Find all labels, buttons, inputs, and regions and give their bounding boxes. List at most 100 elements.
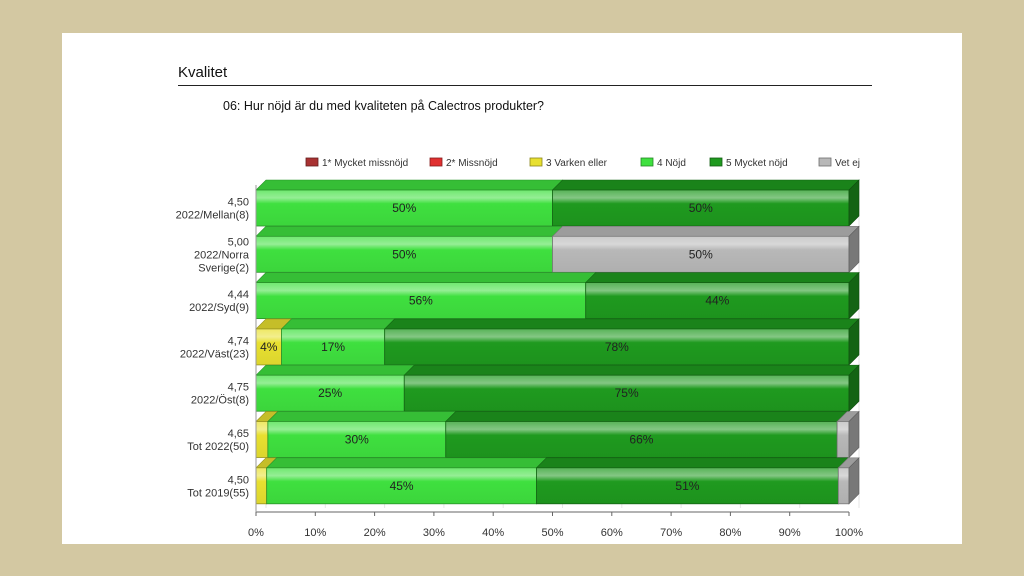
data-label: 56%	[409, 294, 433, 308]
data-label: 4%	[260, 340, 278, 354]
legend-swatch	[640, 157, 654, 167]
bar-segment	[536, 467, 839, 505]
bar-segment	[837, 467, 850, 505]
bar-side	[848, 225, 860, 274]
data-label: 78%	[605, 340, 629, 354]
bar-top	[383, 318, 860, 330]
legend-swatch	[529, 157, 543, 167]
bar-top	[255, 272, 597, 283]
legend-label: 3 Varken eller	[546, 158, 608, 169]
legend-label: 1* Mycket missnöjd	[322, 158, 408, 169]
x-tick-label: 0%	[248, 527, 264, 539]
bar-top	[445, 411, 848, 422]
data-label: 44%	[705, 294, 729, 308]
x-tick-label: 20%	[364, 527, 386, 539]
bar-segment	[255, 235, 553, 273]
category-score: 4,44	[228, 289, 249, 301]
legend-swatch	[305, 157, 319, 167]
category-name: Tot 2022(50)	[187, 441, 249, 453]
x-tick-label: 40%	[482, 527, 504, 539]
x-tick-label: 70%	[660, 527, 682, 539]
category-name: 2022/Väst(23)	[180, 348, 249, 360]
bar-segment	[255, 374, 405, 412]
bar-side	[848, 271, 860, 320]
data-label: 30%	[345, 433, 369, 447]
bar-segment	[552, 235, 850, 273]
bar-row: 45% 51%	[255, 457, 860, 505]
bar-top	[255, 364, 415, 376]
bar-top	[535, 457, 850, 469]
category-name: Tot 2019(55)	[187, 487, 249, 499]
bar-segment	[255, 421, 269, 458]
data-label: 25%	[318, 386, 342, 400]
bar-top	[255, 179, 564, 191]
bar-segment	[255, 282, 587, 320]
x-tick-label: 10%	[304, 527, 326, 539]
bar-side	[848, 364, 860, 412]
category-score: 4,50	[228, 474, 249, 486]
bar-top	[267, 411, 457, 422]
bar-row: 25% 75%	[255, 364, 860, 412]
data-label: 51%	[675, 479, 699, 493]
legend-swatch	[709, 157, 723, 167]
bar-row: 30% 66%	[255, 410, 860, 459]
data-label: 50%	[392, 247, 416, 261]
bar-top	[280, 318, 396, 330]
data-label: 50%	[689, 201, 713, 215]
bar-row: 50% 50%	[255, 225, 860, 274]
category-score: 4,65	[228, 428, 249, 440]
category-score: 4,50	[228, 197, 249, 209]
bar-top	[551, 226, 860, 237]
data-label: 50%	[689, 247, 713, 261]
legend-label: 4 Nöjd	[657, 158, 686, 169]
bar-row: 50% 50%	[255, 179, 860, 227]
bar-top	[403, 364, 860, 376]
bar-top	[255, 226, 564, 237]
bar-segment	[585, 282, 850, 320]
bar-side	[848, 410, 860, 459]
x-tick-label: 50%	[541, 527, 563, 539]
category-name: Sverige(2)	[198, 262, 249, 274]
slide-title: Kvalitet	[178, 64, 228, 81]
data-label: 66%	[629, 433, 653, 447]
bar-side	[848, 179, 860, 227]
category-name: 2022/Öst(8)	[191, 395, 249, 407]
legend-swatch	[429, 157, 443, 167]
bar-top	[551, 179, 860, 191]
legend-label: Vet ej	[835, 158, 860, 169]
data-label: 50%	[392, 201, 416, 215]
category-score: 4,74	[228, 335, 249, 347]
bar-segment	[255, 467, 268, 505]
legend-label: 5 Mycket nöjd	[726, 158, 788, 169]
bar-segment	[281, 328, 386, 366]
bar-top	[584, 272, 860, 283]
category-score: 4,75	[228, 382, 249, 394]
bar-segment	[384, 328, 850, 366]
question-text: 06: Hur nöjd är du med kvaliteten på Cal…	[223, 99, 545, 113]
bar-side	[848, 457, 860, 505]
data-label: 17%	[321, 340, 345, 354]
bar-side	[848, 318, 860, 366]
data-label: 75%	[615, 386, 639, 400]
bar-segment	[403, 374, 850, 412]
category-name: 2022/Syd(9)	[189, 302, 249, 314]
x-tick-label: 90%	[779, 527, 801, 539]
category-name: 2022/Norra	[194, 249, 250, 261]
legend-swatch	[818, 157, 832, 167]
bar-row: 4% 17% 78%	[255, 318, 860, 366]
bar-row: 56% 44%	[255, 271, 860, 320]
category-score: 5,00	[228, 236, 249, 248]
x-tick-label: 60%	[601, 527, 623, 539]
bar-segment	[836, 421, 850, 458]
legend-label: 2* Missnöjd	[446, 158, 498, 169]
x-tick-label: 100%	[835, 527, 863, 539]
